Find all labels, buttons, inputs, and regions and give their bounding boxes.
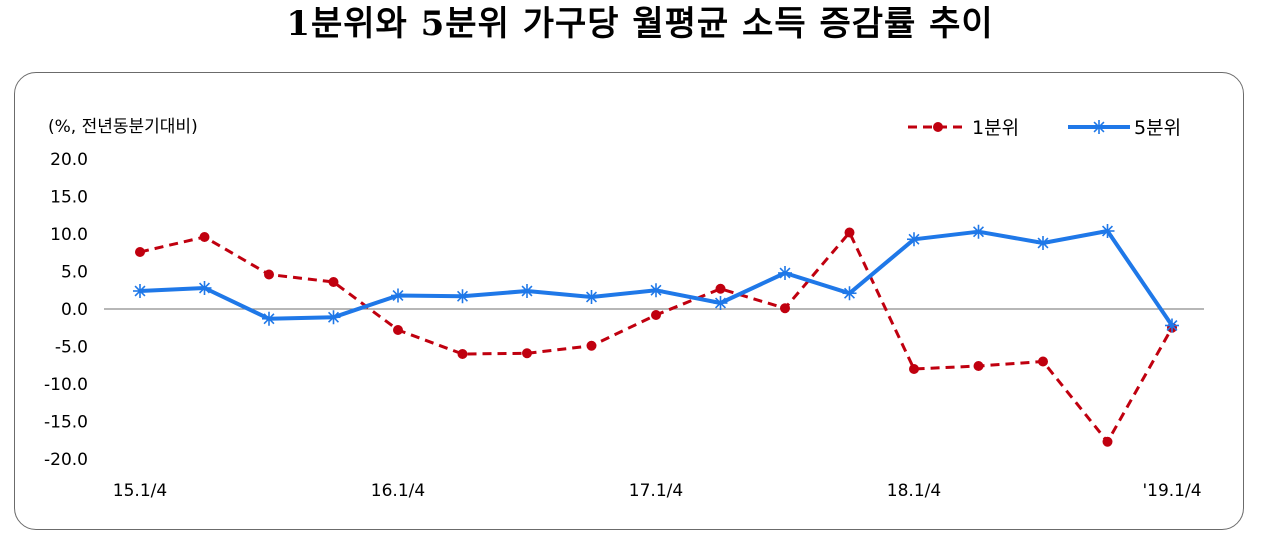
chart-panel — [14, 72, 1244, 530]
data-point — [715, 283, 726, 294]
y-tick-label: -15.0 — [44, 413, 88, 433]
data-point — [393, 325, 403, 335]
data-point — [520, 284, 534, 298]
data-point — [135, 247, 145, 257]
data-point — [328, 277, 339, 287]
x-tick-label: 15.1/4 — [113, 481, 167, 501]
x-tick-label: 17.1/4 — [629, 481, 683, 501]
data-point — [584, 290, 599, 304]
data-point — [651, 310, 661, 320]
legend: 1분위 5분위 — [908, 117, 1181, 139]
x-tick-label: '19.1/4 — [1142, 481, 1201, 501]
legend-item-1: 1분위 — [908, 117, 1019, 139]
y-tick-label: 10.0 — [50, 225, 88, 245]
series-group — [133, 224, 1179, 447]
y-tick-label: 0.0 — [61, 300, 88, 320]
data-point — [909, 364, 919, 374]
data-point — [455, 289, 470, 304]
data-point — [713, 296, 728, 310]
data-point — [1165, 318, 1179, 333]
data-point — [326, 310, 341, 325]
y-tick-label: -20.0 — [44, 450, 88, 470]
data-point — [522, 348, 532, 359]
y-tick-label: -10.0 — [44, 375, 88, 395]
y-tick-label: -5.0 — [55, 338, 88, 358]
data-point — [973, 361, 984, 371]
data-point — [907, 232, 921, 247]
x-tick-label: 16.1/4 — [371, 481, 425, 501]
data-point — [264, 269, 274, 280]
data-point — [391, 288, 405, 303]
data-point — [844, 227, 855, 238]
unit-label: (%, 전년동분기대비) — [48, 117, 198, 137]
data-point — [586, 340, 597, 351]
data-point — [197, 281, 212, 295]
data-point — [780, 303, 790, 314]
series-1 — [135, 227, 1177, 447]
legend-label: 5분위 — [1134, 117, 1181, 139]
x-tick-label: 18.1/4 — [887, 481, 941, 501]
y-tick-label: 20.0 — [50, 150, 88, 170]
data-point — [778, 266, 792, 280]
data-point — [199, 232, 210, 242]
chart-title: 1분위와 5분위 가구당 월평균 소득 증감률 추이 — [286, 4, 994, 44]
data-point — [1092, 120, 1106, 134]
data-point — [457, 349, 468, 359]
x-axis: 15.1/4 16.1/4 17.1/4 18.1/4 '19.1/4 — [113, 481, 1202, 501]
data-point — [262, 311, 276, 326]
legend-label: 1분위 — [972, 117, 1019, 139]
data-point — [1102, 436, 1113, 447]
data-point — [1036, 236, 1050, 250]
series-line — [139, 231, 1174, 444]
y-tick-label: 15.0 — [50, 188, 88, 208]
data-point — [971, 224, 986, 239]
data-point — [1038, 356, 1048, 367]
legend-item-2: 5분위 — [1068, 117, 1181, 139]
data-point — [649, 283, 663, 298]
series-2 — [133, 224, 1179, 333]
y-axis: 20.0 15.0 10.0 5.0 0.0 -5.0 -10.0 -15.0 -20.0 — [44, 150, 1204, 470]
data-point — [1100, 224, 1115, 238]
data-point — [133, 284, 147, 298]
data-point — [842, 286, 857, 301]
y-tick-label: 5.0 — [61, 263, 88, 283]
